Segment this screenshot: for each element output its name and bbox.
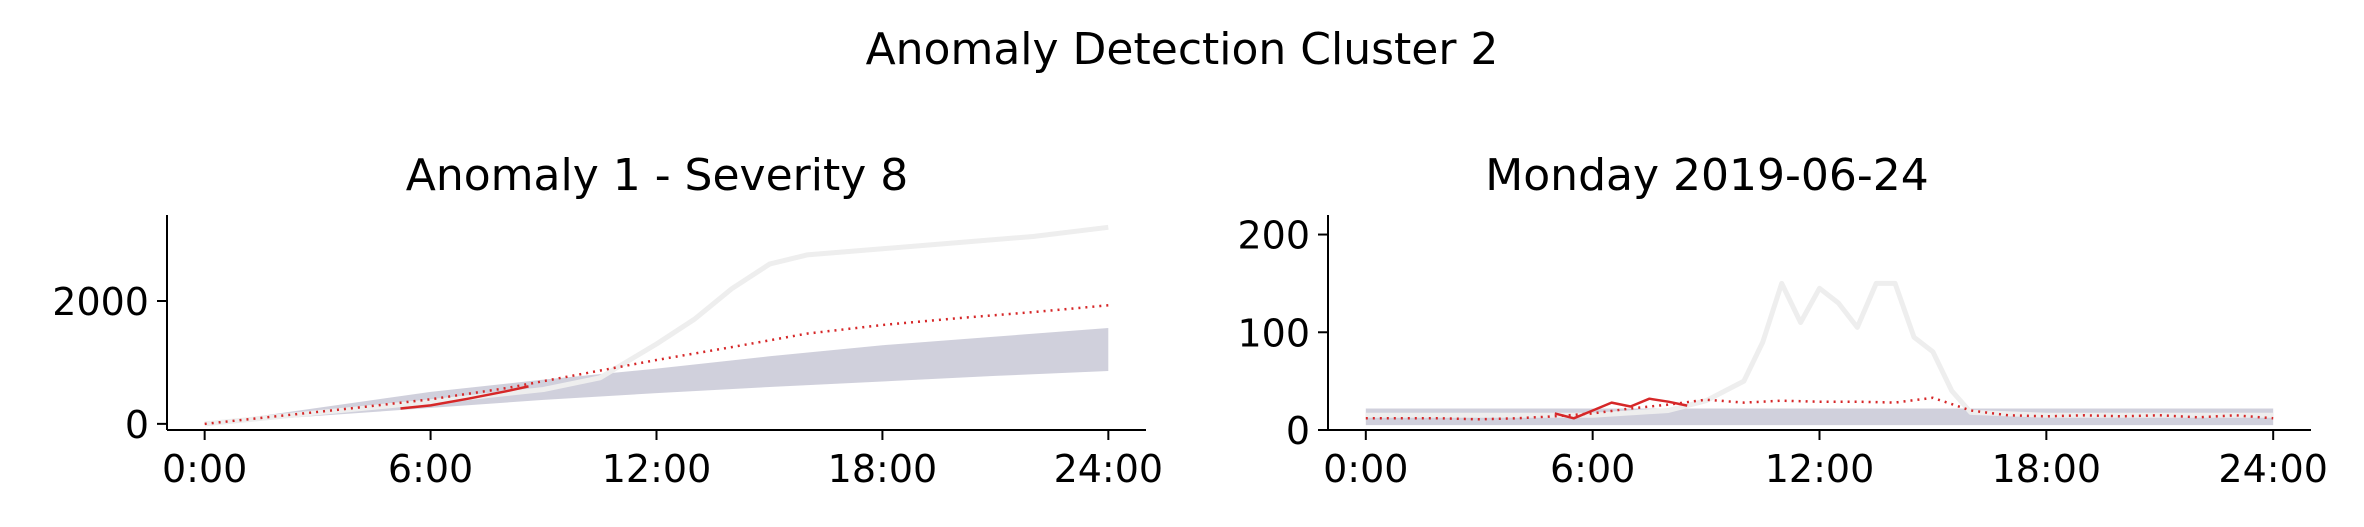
chart-panel-day: Monday 2019-06-24 0:00 6:00 12:00 18:00 24:0… [1237, 150, 2327, 491]
background-days-band [1365, 408, 2274, 426]
x-tick-label: 12:00 [602, 447, 712, 491]
chart-title: Monday 2019-06-24 [1485, 150, 1928, 201]
chart-title: Anomaly 1 - Severity 8 [406, 150, 909, 201]
series-line-expected [204, 304, 1109, 426]
x-tick-label: 24:00 [1054, 447, 1164, 491]
y-tick-label: 200 [1237, 214, 1310, 258]
x-tick-label: 0:00 [1323, 447, 1408, 491]
x-tick-label: 18:00 [1992, 447, 2102, 491]
figure-title: Anomaly Detection Cluster 2 [866, 24, 1499, 75]
chart-panel-anomaly: Anomaly 1 - Severity 8 0:00 6:00 12:00 18:0… [52, 150, 1163, 491]
y-tick-label: 0 [1286, 409, 1310, 453]
y-tick-label: 0 [125, 403, 149, 447]
x-tick-label: 12:00 [1765, 447, 1875, 491]
series-line-actual [400, 385, 529, 410]
x-tick-label: 6:00 [388, 447, 473, 491]
series-line-outlier [1365, 280, 2274, 418]
x-tick-label: 6:00 [1550, 447, 1635, 491]
series-line-actual [1554, 397, 1688, 420]
y-tick-label: 100 [1237, 311, 1310, 355]
x-tick-label: 0:00 [162, 447, 247, 491]
series-line-outlier [204, 224, 1109, 427]
y-tick-label: 2000 [52, 280, 149, 324]
x-tick-label: 18:00 [828, 447, 938, 491]
x-tick-label: 24:00 [2218, 447, 2328, 491]
